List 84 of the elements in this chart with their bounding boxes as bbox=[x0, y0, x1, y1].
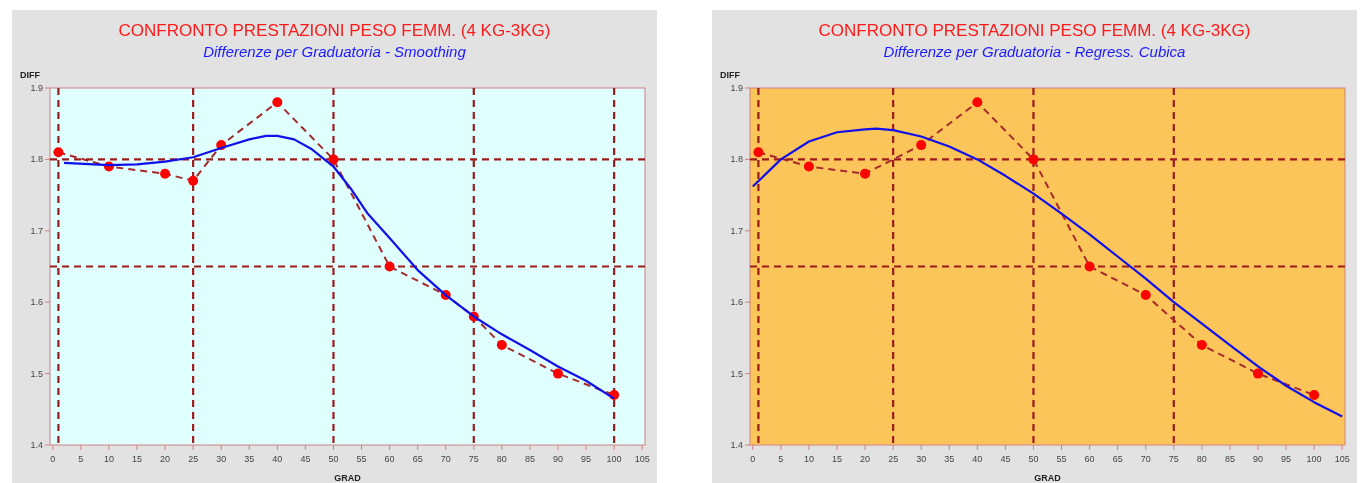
x-tick-label: 30 bbox=[216, 454, 227, 464]
point bbox=[860, 168, 871, 179]
x-tick-label: 60 bbox=[1084, 454, 1095, 464]
y-tick-label: 1.8 bbox=[730, 154, 743, 165]
x-tick-label: 100 bbox=[1306, 454, 1322, 464]
x-tick-label: 90 bbox=[552, 454, 563, 464]
x-tick-label: 50 bbox=[1028, 454, 1039, 464]
x-tick-label: 75 bbox=[1168, 454, 1179, 464]
y-tick-label: 1.6 bbox=[730, 297, 743, 308]
point bbox=[160, 168, 171, 179]
x-tick-label: 10 bbox=[803, 454, 814, 464]
point bbox=[1309, 390, 1320, 401]
x-tick-label: 0 bbox=[50, 454, 56, 464]
x-tick-label: 105 bbox=[634, 454, 650, 464]
x-tick-label: 35 bbox=[244, 454, 255, 464]
point bbox=[553, 368, 563, 379]
x-tick-label: 15 bbox=[132, 454, 143, 464]
x-tick-label: 65 bbox=[1112, 454, 1123, 464]
line-series bbox=[751, 127, 1344, 418]
x-tick-label: 5 bbox=[778, 454, 784, 464]
chart-title: CONFRONTO PRESTAZIONI PESO FEMM. (4 KG-3KG) bbox=[818, 21, 1251, 40]
x-tick-label: 10 bbox=[103, 454, 114, 464]
x-tick-label: 70 bbox=[440, 454, 451, 464]
point bbox=[1028, 154, 1039, 165]
point bbox=[803, 161, 814, 172]
chart-subtitle: Differenze per Graduatoria - Regress. Cubica bbox=[883, 43, 1186, 60]
point bbox=[272, 97, 283, 108]
y-axis-title: DIFF bbox=[20, 70, 41, 80]
x-tick-label: 105 bbox=[1334, 454, 1350, 464]
x-tick-label: 60 bbox=[384, 454, 395, 464]
x-tick-label: 20 bbox=[160, 454, 171, 464]
x-tick-label: 55 bbox=[1056, 454, 1067, 464]
x-tick-label: 75 bbox=[468, 454, 479, 464]
x-tick-label: 15 bbox=[832, 454, 843, 464]
point bbox=[753, 147, 764, 158]
x-tick-label: 45 bbox=[300, 454, 311, 464]
x-tick-label: 25 bbox=[888, 454, 899, 464]
y-tick-label: 1.4 bbox=[30, 440, 43, 450]
x-tick-label: 40 bbox=[272, 454, 283, 464]
x-tick-label: 70 bbox=[1140, 454, 1151, 464]
point bbox=[1252, 368, 1263, 379]
x-tick-label: 40 bbox=[972, 454, 983, 464]
y-tick-label: 1.6 bbox=[30, 297, 43, 308]
y-axis-title: DIFF bbox=[720, 70, 741, 80]
x-tick-label: 85 bbox=[1224, 454, 1235, 464]
point bbox=[916, 140, 927, 151]
x-tick-label: 95 bbox=[1281, 454, 1292, 464]
x-tick-label: 0 bbox=[750, 454, 756, 464]
y-tick-label: 1.7 bbox=[730, 225, 743, 236]
point bbox=[972, 97, 983, 108]
x-tick-label: 20 bbox=[860, 454, 871, 464]
point bbox=[496, 340, 507, 351]
point bbox=[1084, 261, 1095, 272]
y-tick-label: 1.9 bbox=[730, 83, 743, 93]
x-tick-label: 5 bbox=[78, 454, 84, 464]
x-tick-label: 85 bbox=[524, 454, 535, 464]
x-tick-label: 95 bbox=[581, 454, 592, 464]
x-tick-label: 25 bbox=[188, 454, 199, 464]
x-axis-title: GRAD bbox=[334, 473, 362, 483]
point bbox=[1140, 290, 1151, 301]
point bbox=[53, 147, 64, 158]
chart-subtitle: Differenze per Graduatoria - Smoothing bbox=[203, 43, 467, 60]
x-tick-label: 80 bbox=[496, 454, 507, 464]
x-tick-label: 55 bbox=[356, 454, 367, 464]
x-tick-label: 65 bbox=[412, 454, 423, 464]
x-tick-label: 80 bbox=[1196, 454, 1207, 464]
y-tick-label: 1.5 bbox=[730, 368, 743, 379]
x-tick-label: 90 bbox=[1252, 454, 1263, 464]
x-tick-label: 50 bbox=[328, 454, 339, 464]
x-tick-label: 45 bbox=[1000, 454, 1011, 464]
point bbox=[328, 154, 339, 165]
point bbox=[384, 261, 395, 272]
y-tick-label: 1.9 bbox=[30, 83, 43, 93]
y-tick-label: 1.4 bbox=[730, 440, 743, 450]
point bbox=[188, 175, 199, 186]
x-tick-label: 100 bbox=[606, 454, 622, 464]
y-tick-label: 1.7 bbox=[30, 225, 43, 236]
y-tick-label: 1.8 bbox=[30, 154, 43, 165]
chart-title: CONFRONTO PRESTAZIONI PESO FEMM. (4 KG-3KG) bbox=[118, 21, 551, 40]
x-tick-label: 30 bbox=[916, 454, 927, 464]
point bbox=[1196, 340, 1207, 351]
x-axis-title: GRAD bbox=[1034, 473, 1062, 483]
y-tick-label: 1.5 bbox=[30, 368, 43, 379]
x-tick-label: 35 bbox=[944, 454, 955, 464]
